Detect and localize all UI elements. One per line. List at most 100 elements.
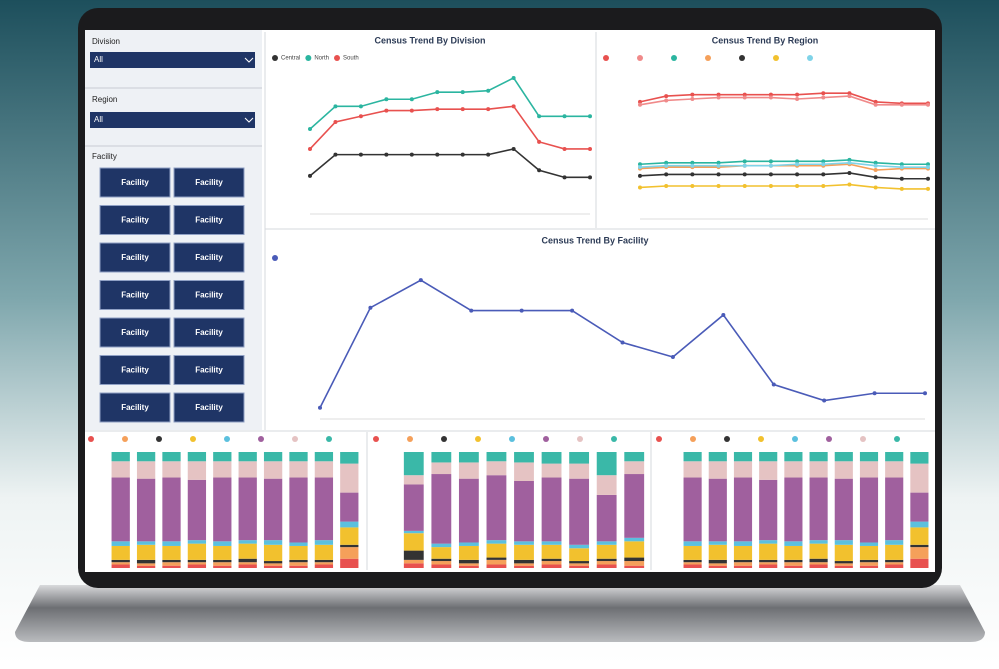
point xyxy=(318,405,322,410)
slicer-button[interactable] xyxy=(99,242,171,273)
slicer-button-label[interactable]: Facility xyxy=(121,178,149,187)
bar-segment xyxy=(596,561,617,565)
bar-segment xyxy=(683,545,702,560)
legend-swatch xyxy=(272,55,278,61)
chart-title: Census Trend By Facility xyxy=(541,235,648,245)
slicer-button-label[interactable]: Facility xyxy=(121,403,149,412)
bar-segment xyxy=(486,543,507,558)
bar-segment xyxy=(314,477,334,541)
bar-segment xyxy=(624,461,645,475)
point xyxy=(821,184,826,188)
bar-segment xyxy=(624,565,645,568)
slicer-button-label[interactable]: Facility xyxy=(121,253,149,262)
slicer-button[interactable] xyxy=(99,317,171,348)
slicer-button-label[interactable]: Facility xyxy=(121,366,149,375)
bar-segment xyxy=(289,565,308,568)
bar-segment xyxy=(514,541,534,545)
legend-swatch xyxy=(190,436,196,442)
bar-segment xyxy=(834,544,853,562)
bar-segment xyxy=(486,557,507,560)
bar-segment xyxy=(784,477,803,542)
bar-segment xyxy=(314,461,334,478)
slicer-button[interactable] xyxy=(99,205,171,235)
legend-label: North xyxy=(314,56,329,62)
dropdown[interactable] xyxy=(90,52,255,68)
bar-segment xyxy=(238,452,257,462)
bar-segment xyxy=(289,452,308,462)
slicer-button[interactable] xyxy=(173,355,245,385)
legend-swatch xyxy=(603,55,609,61)
slicer-button-label[interactable]: Facility xyxy=(195,328,223,337)
slicer-button[interactable] xyxy=(173,167,245,198)
legend-swatch xyxy=(509,436,515,442)
point xyxy=(926,102,930,107)
slicer-button-label[interactable]: Facility xyxy=(195,291,223,300)
bar-segment xyxy=(683,562,702,565)
slicer-button-label[interactable]: Facility xyxy=(195,253,223,262)
dropdown-value[interactable]: All xyxy=(94,55,103,64)
point xyxy=(899,102,904,107)
legend-swatch xyxy=(807,55,813,61)
bar-segment xyxy=(340,463,359,493)
bar-segment xyxy=(885,477,904,541)
slicer-button[interactable] xyxy=(99,392,171,423)
bar-segment xyxy=(289,559,308,563)
bar-segment xyxy=(289,545,308,560)
point xyxy=(418,278,423,283)
slicer-button[interactable] xyxy=(173,392,245,423)
point xyxy=(486,107,491,112)
bar-segment xyxy=(238,562,257,565)
point xyxy=(821,95,826,100)
bar-segment xyxy=(431,564,452,568)
bar-segment xyxy=(859,565,879,568)
bar-segment xyxy=(683,541,702,546)
slicer-button-label[interactable]: Facility xyxy=(121,216,149,225)
bar-segment xyxy=(809,558,828,563)
bar-segment xyxy=(569,563,590,566)
slicer-button-label[interactable]: Facility xyxy=(121,328,149,337)
slicer-button[interactable] xyxy=(99,280,171,310)
point xyxy=(333,104,338,109)
bar-segment xyxy=(596,544,617,559)
bar-segment xyxy=(187,562,207,565)
bar-segment xyxy=(733,477,753,542)
point xyxy=(873,168,878,173)
point xyxy=(899,186,904,191)
bar-segment xyxy=(733,562,753,566)
bar-segment xyxy=(910,521,929,528)
slicer-button-label[interactable]: Facility xyxy=(195,178,223,187)
bar-segment xyxy=(541,564,562,568)
slicer-button[interactable] xyxy=(173,242,245,273)
legend-swatch xyxy=(739,55,745,61)
bar-segment xyxy=(162,562,181,566)
slicer-button[interactable] xyxy=(173,205,245,235)
dropdown[interactable] xyxy=(90,112,255,128)
dropdown-value[interactable]: All xyxy=(94,115,103,124)
slicer-button-label[interactable]: Facility xyxy=(195,403,223,412)
bar-segment xyxy=(541,561,562,565)
point xyxy=(873,163,878,168)
point xyxy=(716,160,721,165)
bar-segment xyxy=(136,478,156,542)
bar-segment xyxy=(111,477,130,542)
point xyxy=(664,184,669,188)
slicer-button-label[interactable]: Facility xyxy=(121,291,149,300)
bar-segment xyxy=(213,545,232,560)
slicer-button-label[interactable]: Facility xyxy=(195,216,223,225)
bar-segment xyxy=(403,559,424,564)
bar-segment xyxy=(111,545,130,560)
bar-segment xyxy=(683,559,702,563)
legend-swatch xyxy=(611,436,617,442)
bar-segment xyxy=(596,541,617,545)
slicer-button[interactable] xyxy=(173,317,245,348)
slicer-button[interactable] xyxy=(173,280,245,310)
bar-segment xyxy=(910,547,929,559)
point xyxy=(795,184,800,188)
bar-segment xyxy=(885,562,904,565)
slicer-button[interactable] xyxy=(99,167,171,198)
bar-segment xyxy=(340,452,359,464)
point xyxy=(486,152,491,157)
slicer-button-label[interactable]: Facility xyxy=(195,366,223,375)
slicer-button[interactable] xyxy=(99,355,171,385)
bar-segment xyxy=(809,452,828,462)
